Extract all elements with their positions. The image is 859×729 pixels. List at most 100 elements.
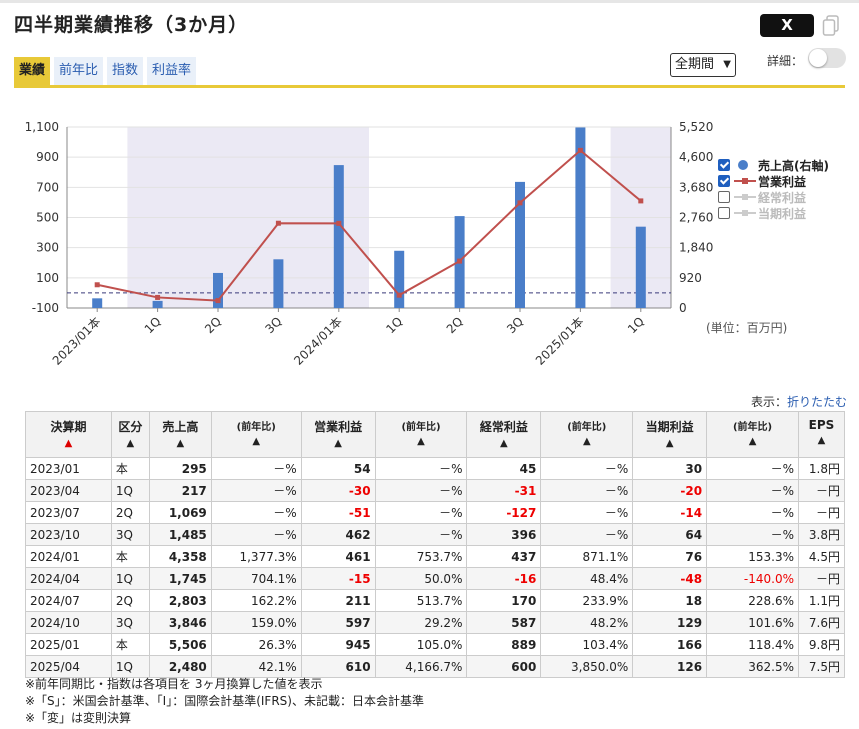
sales-bar [152, 300, 163, 308]
copy-icon[interactable] [822, 15, 840, 37]
column-header[interactable]: (前年比) ▲ [210, 411, 302, 458]
table-row: 2025/04 1Q 2,480 42.1% 610 4,166.7% 600 3,850.0… [25, 655, 846, 678]
table-cell: －% [540, 523, 634, 546]
tab-yoy[interactable]: 前年比 [54, 57, 104, 85]
display-toggle: 表示：折りたたむ [751, 393, 847, 410]
column-header-label: 当期利益 [645, 420, 694, 434]
table-cell: -30 [300, 479, 376, 502]
sort-arrow-icon[interactable]: ▲ [64, 438, 73, 449]
table-cell: 126 [632, 655, 708, 678]
period-select[interactable]: 全期間 ▼ [670, 53, 736, 77]
display-label: 表示： [750, 395, 787, 409]
right-tick-label: 0 [679, 301, 687, 315]
legend-checkbox-net[interactable] [718, 207, 730, 219]
sort-arrow-icon[interactable]: ▲ [176, 438, 185, 449]
table-cell: 2024/01 [25, 545, 112, 568]
table-body: 2023/01 本 295 －% 54 －% 45 －% 30 －% 1.8円 2023/04 1Q 21… [25, 457, 846, 678]
results-table: 決算期 ▲ 区分 ▲ 売上高 ▲ (前年比) ▲ 営業利益 ▲ (前年比) ▲ 経常利益 ▲ (前年比) ▲ 当… [25, 411, 846, 678]
sort-arrow-icon[interactable]: ▲ [582, 436, 591, 447]
table-cell: －% [706, 523, 799, 546]
right-tick-label: 2,760 [679, 211, 713, 225]
table-cell: 2025/01 [25, 633, 112, 656]
sort-arrow-icon[interactable]: ▲ [334, 438, 342, 449]
tab-performance[interactable]: 業績 [14, 57, 51, 85]
column-header[interactable]: (前年比) ▲ [706, 411, 799, 458]
legend-checkbox-sales[interactable] [718, 159, 730, 171]
x-tick-label: 1Q [625, 314, 647, 336]
x-share-button[interactable]: X [760, 14, 814, 37]
left-tick-label: -100 [32, 301, 59, 315]
table-cell: 本 [110, 457, 150, 480]
table-cell: 4.5円 [797, 545, 846, 568]
legend-item-operating[interactable]: 営業利益 [718, 173, 829, 189]
table-cell: 2024/10 [25, 611, 112, 634]
unit-label: (単位：百万円) [706, 321, 788, 335]
column-header[interactable]: (前年比) ▲ [540, 411, 634, 458]
table-cell: 48.2% [540, 611, 634, 634]
table-cell: 3Q [110, 523, 150, 546]
legend-item-sales[interactable]: 売上高(右軸) [718, 157, 829, 173]
column-header[interactable]: 当期利益 ▲ [632, 411, 708, 458]
top-border [0, 0, 859, 3]
note-line: ※「変」は変則決算 [25, 711, 132, 725]
table-cell: 462 [300, 523, 376, 546]
detail-toggle[interactable] [808, 48, 846, 68]
legend-item-net[interactable]: 当期利益 [718, 205, 829, 221]
operating-profit-point [215, 298, 221, 304]
sort-arrow-icon[interactable]: ▲ [817, 435, 826, 446]
x-tick-label: 1Q [383, 314, 405, 336]
sales-bar [273, 259, 284, 308]
table-row: 2023/04 1Q 217 －% -30 －% -31 －% -20 －% －円 [25, 479, 846, 502]
table-cell: －% [540, 457, 634, 480]
sort-arrow-icon[interactable]: ▲ [417, 436, 425, 447]
table-cell: 162.2% [210, 589, 302, 612]
x-tick-label: 1Q [142, 314, 164, 336]
column-header[interactable]: 区分 ▲ [110, 411, 150, 458]
sort-arrow-icon[interactable]: ▲ [500, 438, 508, 449]
period-select-value: 全期間 [675, 57, 715, 72]
table-cell: 170 [466, 589, 542, 612]
table-cell: 2023/01 [25, 457, 112, 480]
table-cell: 105.0% [374, 633, 468, 656]
operating-profit-point [155, 294, 161, 300]
table-cell: 1.8円 [797, 457, 846, 480]
sort-arrow-icon[interactable]: ▲ [748, 436, 757, 447]
right-tick-label: 1,840 [679, 241, 713, 255]
table-cell: 945 [300, 633, 376, 656]
column-header[interactable]: 売上高 ▲ [148, 411, 212, 458]
table-cell: 4,358 [148, 545, 212, 568]
table-cell: 103.4% [540, 633, 634, 656]
collapse-link[interactable]: 折りたたむ [786, 395, 847, 409]
legend-label-ordinary: 経常利益 [758, 190, 807, 205]
table-cell: 753.7% [374, 545, 468, 568]
table-cell: 2024/07 [25, 589, 112, 612]
note-line: ※前年同期比・指数は各項目を 3ヶ月換算した値を表示 [25, 677, 323, 691]
column-header[interactable]: 経常利益 ▲ [466, 411, 542, 458]
table-row: 2023/10 3Q 1,485 －% 462 －% 396 －% 64 －% 3.8円 [25, 523, 846, 546]
tab-index[interactable]: 指数 [107, 57, 144, 85]
table-cell: －% [540, 501, 634, 524]
column-header[interactable]: EPS ▲ [797, 411, 846, 458]
sort-arrow-icon[interactable]: ▲ [126, 438, 135, 449]
table-cell: 29.2% [374, 611, 468, 634]
table-cell: -16 [466, 567, 542, 590]
sort-arrow-icon[interactable]: ▲ [252, 436, 261, 447]
note-line: ※「S」：米国会計基準、「I」：国際会計基準(IFRS)、未記載：日本会計基準 [25, 694, 424, 708]
table-cell: 7.6円 [797, 611, 846, 634]
right-tick-label: 3,680 [679, 180, 713, 194]
table-cell: 1Q [110, 567, 150, 590]
legend-item-ordinary[interactable]: 経常利益 [718, 189, 829, 205]
table-cell: 2,480 [148, 655, 212, 678]
table-cell: 76 [632, 545, 708, 568]
column-header[interactable]: 営業利益 ▲ [300, 411, 376, 458]
table-cell: 本 [110, 633, 150, 656]
table-cell: 2024/04 [25, 567, 112, 590]
sort-arrow-icon[interactable]: ▲ [665, 438, 674, 449]
tab-margin[interactable]: 利益率 [147, 57, 197, 85]
notes: ※前年同期比・指数は各項目を 3ヶ月換算した値を表示 ※「S」：米国会計基準、「… [25, 676, 424, 727]
table-cell: 54 [300, 457, 376, 480]
legend-checkbox-ordinary[interactable] [718, 191, 730, 203]
column-header[interactable]: (前年比) ▲ [374, 411, 468, 458]
legend-checkbox-operating[interactable] [718, 175, 730, 187]
column-header[interactable]: 決算期 ▲ [25, 411, 112, 458]
